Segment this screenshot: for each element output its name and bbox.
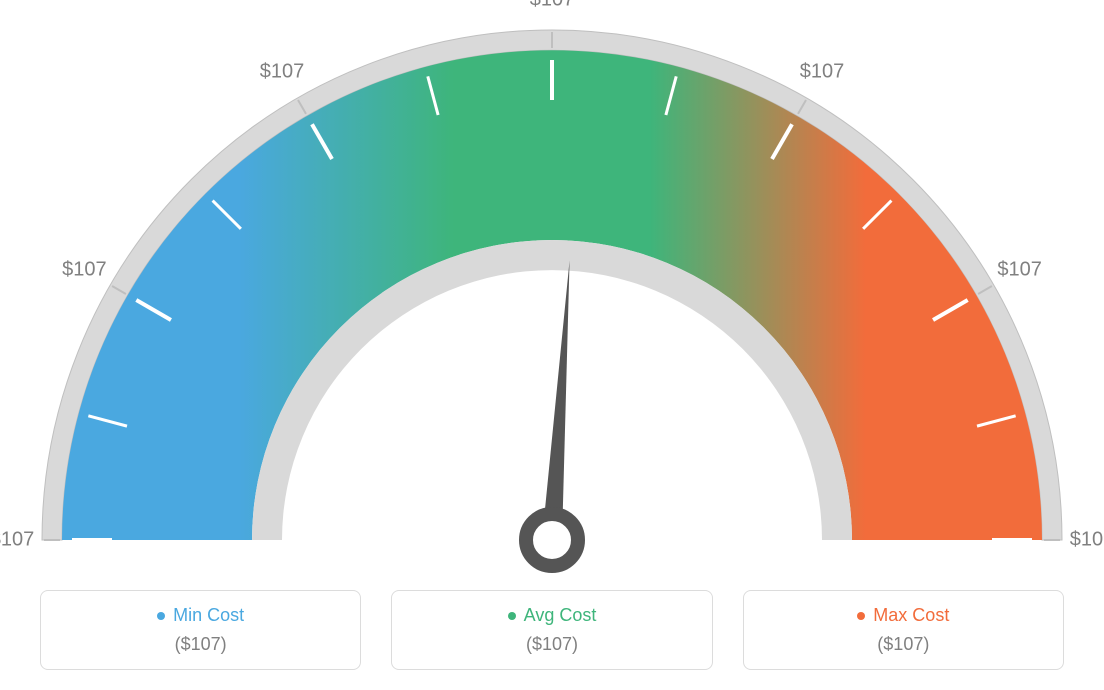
legend-avg-value: ($107) xyxy=(402,634,701,655)
gauge-svg xyxy=(0,0,1104,580)
legend-avg-card: Avg Cost ($107) xyxy=(391,590,712,670)
gauge-tick-label: $107 xyxy=(530,0,575,12)
gauge-tick-label: $107 xyxy=(62,259,107,282)
legend-row: Min Cost ($107) Avg Cost ($107) Max Cost… xyxy=(0,590,1104,670)
gauge-chart: $107 $107 $107 $107 $107 $107 $107 xyxy=(0,0,1104,580)
legend-min-title: Min Cost xyxy=(157,605,244,626)
legend-max-title: Max Cost xyxy=(857,605,949,626)
gauge-tick-label: $107 xyxy=(997,259,1042,282)
legend-avg-title: Avg Cost xyxy=(508,605,597,626)
legend-max-value: ($107) xyxy=(754,634,1053,655)
dot-icon xyxy=(157,612,165,620)
gauge-tick-label: $107 xyxy=(800,61,845,84)
gauge-tick-label: $107 xyxy=(260,61,305,84)
legend-max-card: Max Cost ($107) xyxy=(743,590,1064,670)
dot-icon xyxy=(857,612,865,620)
legend-min-value: ($107) xyxy=(51,634,350,655)
gauge-tick-label: $107 xyxy=(1070,529,1104,552)
dot-icon xyxy=(508,612,516,620)
legend-min-card: Min Cost ($107) xyxy=(40,590,361,670)
legend-avg-label: Avg Cost xyxy=(524,605,597,626)
gauge-tick-label: $107 xyxy=(0,529,34,552)
legend-max-label: Max Cost xyxy=(873,605,949,626)
legend-min-label: Min Cost xyxy=(173,605,244,626)
